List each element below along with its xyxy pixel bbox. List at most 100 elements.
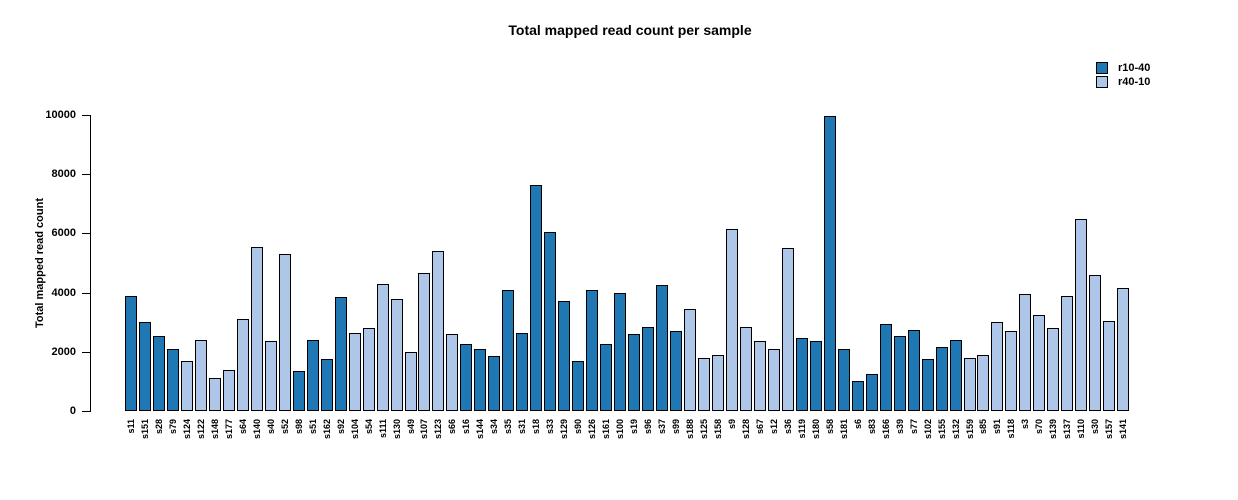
x-tick-label: s18 (531, 419, 542, 435)
bar-s36 (781, 248, 794, 411)
x-tick-label: s129 (559, 419, 570, 440)
bar-s6 (851, 381, 864, 411)
bar-s140 (250, 247, 263, 411)
bar-s91 (991, 322, 1004, 411)
bar-s54 (362, 328, 375, 411)
bar-s125 (697, 358, 710, 411)
x-tick-label: s128 (740, 419, 751, 440)
bar-s123 (432, 251, 445, 411)
x-tick-label: s12 (768, 419, 779, 435)
bar-s16 (460, 344, 473, 411)
x-tick-label: s144 (475, 419, 486, 440)
x-tick-label: s132 (950, 419, 961, 440)
bar-s166 (879, 324, 892, 411)
bar-s34 (488, 356, 501, 411)
bar-s104 (348, 333, 361, 411)
bar-s159 (963, 358, 976, 411)
bar-s132 (949, 340, 962, 411)
x-tick-label: s16 (461, 419, 472, 435)
x-tick-label: s139 (1048, 419, 1059, 440)
bar-s18 (530, 185, 543, 411)
x-tick-label: s159 (964, 419, 975, 440)
x-tick-label: s9 (726, 419, 737, 430)
y-tick-label: 8000 (51, 168, 76, 181)
bar-s28 (152, 336, 165, 411)
bar-s119 (795, 338, 808, 411)
x-tick-label: s35 (503, 419, 514, 435)
x-tick-label: s19 (629, 419, 640, 435)
bar-s39 (893, 336, 906, 411)
x-tick-label: s90 (573, 419, 584, 435)
bar-s12 (767, 349, 780, 411)
x-tick-label: s155 (936, 419, 947, 440)
bar-s30 (1089, 275, 1102, 411)
bar-s124 (180, 361, 193, 411)
legend-swatch-r40-10 (1096, 76, 1108, 88)
x-tick-label: s58 (824, 419, 835, 435)
x-tick-label: s104 (349, 419, 360, 440)
y-axis-line (90, 115, 91, 412)
x-tick-label: s125 (698, 419, 709, 440)
bar-s162 (320, 359, 333, 411)
x-tick-label: s130 (391, 419, 402, 440)
bar-s35 (502, 290, 515, 411)
legend: r10-40 r40-10 (1096, 61, 1150, 89)
bar-s9 (725, 229, 738, 411)
x-tick-label: s30 (1090, 419, 1101, 435)
x-tick-label: s119 (796, 419, 807, 439)
x-tick-label: s54 (363, 419, 374, 435)
x-tick-label: s11 (126, 419, 136, 434)
x-tick-label: s162 (321, 419, 332, 440)
x-tick-label: s79 (167, 419, 178, 435)
x-tick-label: s118 (1006, 419, 1017, 439)
y-tick-label: 6000 (51, 227, 76, 240)
bar-s110 (1075, 219, 1088, 411)
x-tick-label: s83 (866, 419, 877, 435)
bar-s52 (278, 254, 291, 411)
x-tick-label: s102 (922, 419, 933, 440)
bar-s130 (390, 299, 403, 411)
x-tick-label: s122 (195, 419, 206, 440)
bar-s157 (1103, 321, 1116, 411)
bar-s90 (572, 361, 585, 411)
x-tick-label: s31 (517, 419, 528, 435)
x-tick-label: s188 (685, 419, 695, 440)
x-tick-label: s6 (852, 419, 863, 430)
y-tick-mark (82, 411, 90, 412)
bar-s3 (1019, 294, 1032, 411)
bar-s83 (865, 374, 878, 411)
bar-s177 (222, 370, 235, 411)
bar-s19 (628, 334, 641, 411)
x-tick-label: s124 (181, 419, 192, 440)
x-tick-label: s98 (293, 419, 304, 435)
x-tick-label: s123 (433, 419, 444, 440)
legend-swatch-r10-40 (1096, 62, 1108, 74)
y-tick-label: 4000 (51, 286, 76, 299)
x-tick-label: s77 (908, 419, 919, 435)
legend-entry-r40-10: r40-10 (1096, 75, 1150, 89)
x-tick-label: s100 (615, 419, 626, 440)
bar-s51 (306, 340, 319, 411)
x-tick-label: s180 (810, 419, 821, 440)
x-tick-label: s151 (139, 419, 150, 440)
x-tick-label: s67 (754, 419, 765, 435)
x-tick-label: s28 (153, 419, 164, 435)
x-tick-label: s66 (447, 419, 458, 435)
bar-s137 (1061, 296, 1074, 411)
x-tick-label: s51 (307, 419, 318, 435)
bar-s161 (600, 344, 613, 411)
x-tick-label: s99 (671, 419, 682, 435)
bar-s37 (656, 285, 669, 411)
bar-s111 (376, 284, 389, 411)
x-tick-label: s141 (1118, 419, 1129, 440)
x-tick-label: s36 (782, 419, 793, 435)
bar-s31 (516, 333, 529, 411)
bar-s64 (236, 319, 249, 411)
x-tick-label: s33 (545, 419, 556, 435)
bar-s122 (194, 340, 207, 411)
bar-s96 (642, 327, 655, 411)
x-tick-label: s140 (251, 419, 262, 440)
bar-s180 (809, 341, 822, 411)
y-axis-title: Total mapped read count (34, 198, 46, 328)
y-tick-mark (82, 115, 90, 116)
